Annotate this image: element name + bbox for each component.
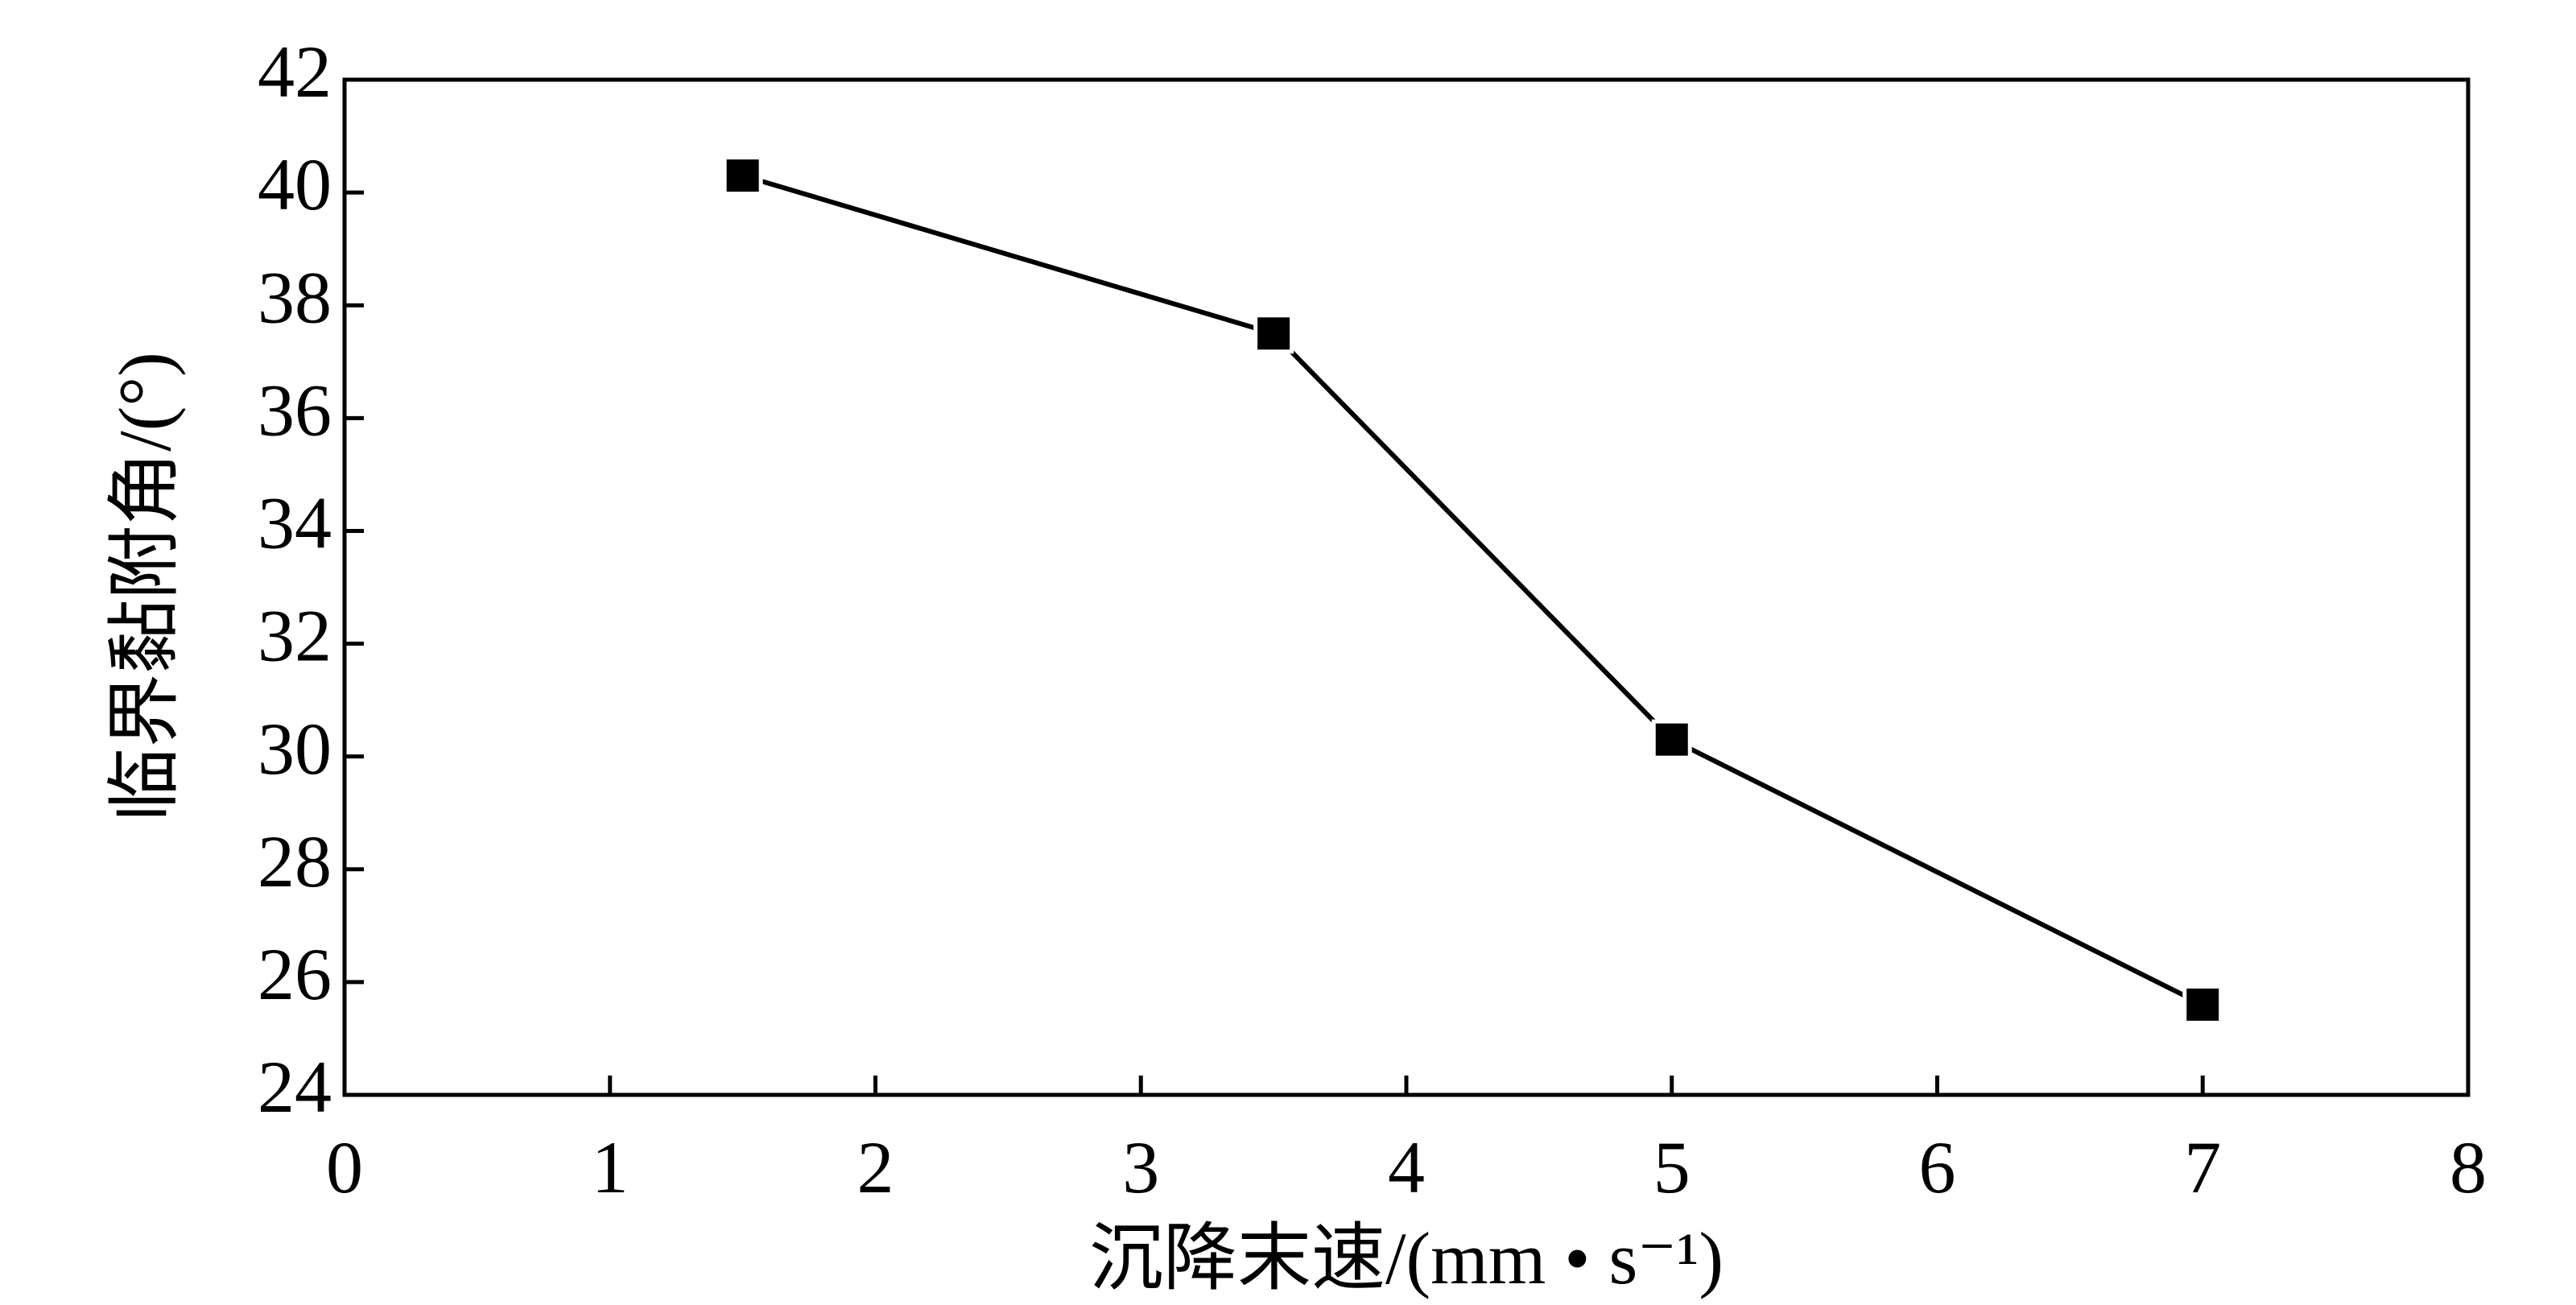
y-tick-label: 36 bbox=[258, 369, 332, 451]
x-tick-label: 8 bbox=[2450, 1126, 2487, 1208]
x-tick-label: 7 bbox=[2184, 1126, 2221, 1208]
x-axis-title: 沉降末速/(mm • s⁻¹) bbox=[1089, 1217, 1724, 1299]
x-tick-label: 6 bbox=[1919, 1126, 1956, 1208]
y-tick-label: 26 bbox=[258, 933, 332, 1015]
marker bbox=[722, 155, 763, 196]
y-tick-label: 30 bbox=[258, 708, 332, 790]
y-tick-label: 24 bbox=[258, 1046, 332, 1128]
y-tick-label: 32 bbox=[258, 595, 332, 677]
plot-frame bbox=[342, 77, 2471, 1097]
x-tick-label: 0 bbox=[326, 1126, 363, 1208]
marker bbox=[1253, 313, 1294, 354]
y-tick-label: 34 bbox=[258, 482, 332, 564]
y-axis-title: 临界黏附角/(°) bbox=[104, 352, 186, 822]
y-tick-label: 40 bbox=[258, 143, 332, 225]
line bbox=[741, 173, 2204, 1007]
marker bbox=[2182, 984, 2223, 1025]
y-tick-label: 42 bbox=[258, 31, 332, 113]
y-tick-label: 38 bbox=[258, 256, 332, 338]
x-tick-label: 3 bbox=[1122, 1126, 1159, 1208]
y-tick-label: 28 bbox=[258, 820, 332, 902]
x-tick-label: 1 bbox=[592, 1126, 629, 1208]
x-tick-label: 2 bbox=[857, 1126, 894, 1208]
x-tick-label: 5 bbox=[1653, 1126, 1690, 1208]
x-tick-label: 4 bbox=[1388, 1126, 1425, 1208]
marker bbox=[1651, 719, 1692, 760]
